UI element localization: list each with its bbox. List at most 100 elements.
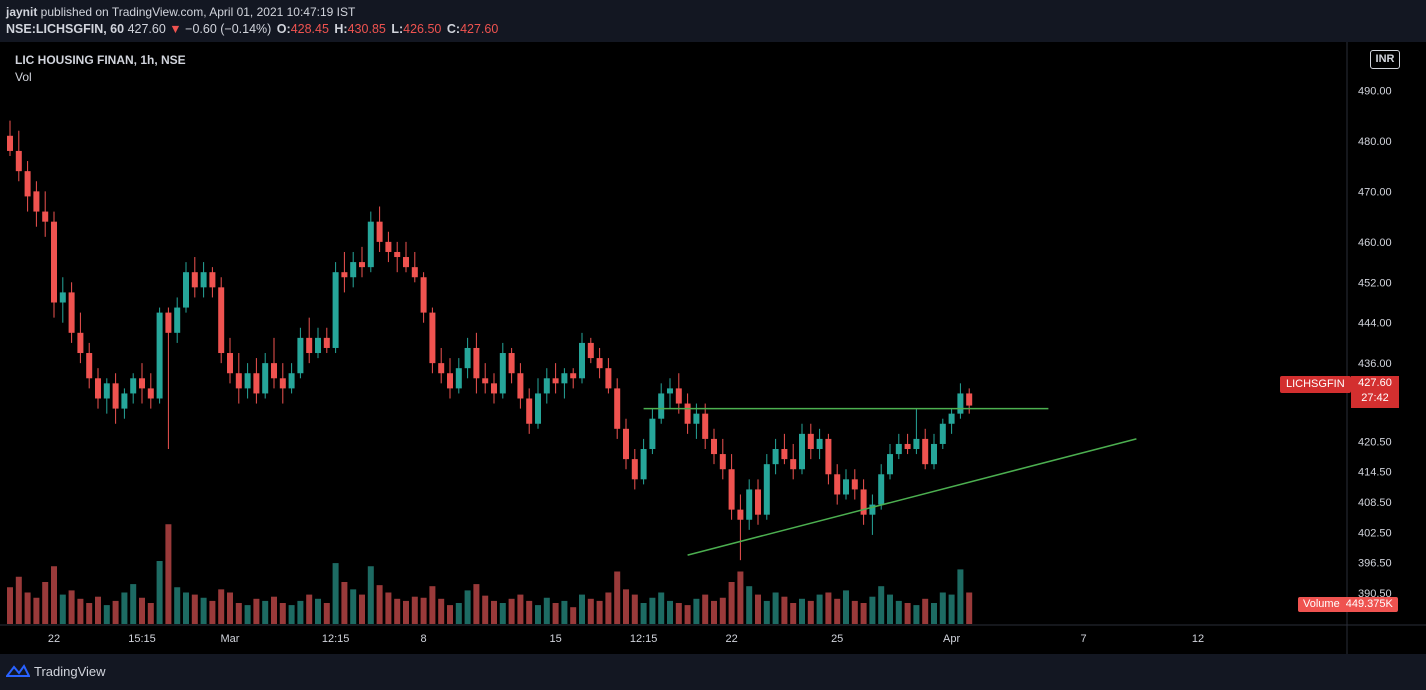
candle-body <box>851 479 858 490</box>
volume-bar <box>755 594 761 624</box>
open-label: O: <box>276 22 291 36</box>
trendline[interactable] <box>687 438 1137 556</box>
price-chart[interactable]: 390.50396.50402.50408.50414.50420.50436.… <box>0 42 1426 654</box>
time-tick-label: 15:15 <box>128 633 156 645</box>
candle-body <box>174 307 181 333</box>
volume-bar <box>746 586 753 624</box>
volume-bar <box>895 600 902 624</box>
candle-body <box>957 393 964 414</box>
time-tick-label: 22 <box>725 633 737 645</box>
volume-bar <box>350 589 357 624</box>
volume-bar <box>931 603 937 624</box>
volume-bar <box>323 603 330 624</box>
volume-bar <box>288 605 295 624</box>
candle-body <box>33 191 40 212</box>
price-tick-label: 402.50 <box>1358 527 1392 539</box>
legend-title: LIC HOUSING FINAN, 1h, NSE <box>15 53 186 67</box>
candle-body <box>825 438 832 475</box>
volume-bar <box>332 563 339 624</box>
volume-bar <box>482 595 489 624</box>
volume-bar <box>649 597 656 624</box>
volume-bar <box>552 603 559 624</box>
candle-body <box>297 337 304 374</box>
candle-body <box>693 413 700 424</box>
volume-bar <box>156 561 163 624</box>
candle-body <box>543 378 550 394</box>
volume-bar <box>15 576 22 624</box>
low-label: L: <box>391 22 404 36</box>
volume-bar <box>455 603 462 624</box>
volume-bar <box>587 598 594 624</box>
volume-bar <box>174 587 181 624</box>
candle-body <box>464 347 471 369</box>
candle-body <box>579 342 585 379</box>
candle-body <box>262 363 269 394</box>
candle-body <box>667 388 673 394</box>
candle-body <box>948 413 955 424</box>
author-name[interactable]: jaynit <box>6 5 38 19</box>
candle-body <box>755 489 761 515</box>
candle-body <box>359 262 365 268</box>
volume-bar <box>543 597 550 624</box>
volume-bar <box>843 590 849 624</box>
volume-bar <box>658 592 665 624</box>
price-tick-label: 436.00 <box>1358 358 1392 370</box>
volume-bar <box>473 584 480 624</box>
volume-bar <box>112 600 119 624</box>
candle-body <box>271 363 277 379</box>
chart-area[interactable]: 390.50 396.50 402.50 408.50 414.50 420.50 436.… <box>0 42 1426 654</box>
volume-bar <box>464 590 471 624</box>
time-tick-label: 15 <box>549 633 561 645</box>
volume-bar <box>772 592 779 624</box>
volume-bar <box>306 594 313 624</box>
volume-tag: Volume 449.375K <box>1298 597 1398 612</box>
candle-body <box>429 312 436 364</box>
volume-bar <box>7 587 13 624</box>
volume-bar <box>103 605 110 624</box>
candle-body <box>473 347 480 379</box>
symbol-interval: NSE:LICHSGFIN, 60 <box>6 22 125 36</box>
price-tick-label: 490.00 <box>1358 85 1392 97</box>
candle-body <box>59 292 66 303</box>
candle-body <box>86 353 93 379</box>
candle-body <box>95 378 101 399</box>
candle-body <box>640 449 647 480</box>
volume-bar <box>367 566 374 624</box>
candle-body <box>517 373 524 399</box>
candle-body <box>183 272 189 308</box>
tradingview-logo[interactable]: TradingView <box>6 663 106 679</box>
time-tick-label: Mar <box>221 633 240 645</box>
candle-body <box>561 373 568 384</box>
candle-body <box>614 388 621 429</box>
volume-bar <box>834 598 841 624</box>
candle-body <box>869 504 876 515</box>
candle-body <box>966 393 973 406</box>
candle-body <box>702 413 709 439</box>
volume-bar <box>675 603 682 624</box>
volume-bar <box>165 524 172 624</box>
volume-bar <box>887 594 893 624</box>
candle-body <box>77 332 84 354</box>
volume-bar <box>411 596 418 624</box>
currency-badge[interactable]: INR <box>1370 50 1400 69</box>
candle-body <box>323 337 330 348</box>
candle-body <box>130 378 137 394</box>
tradingview-brand: TradingView <box>34 663 106 679</box>
volume-bar <box>939 592 946 624</box>
candle-body <box>772 449 779 465</box>
candle-body <box>24 171 31 197</box>
candle-body <box>332 272 339 348</box>
close-value: 427.60 <box>460 22 499 36</box>
price-tick-label: 444.00 <box>1358 318 1392 330</box>
time-tick-label: Apr <box>943 633 960 645</box>
candle-body <box>711 438 717 455</box>
candle-body <box>596 358 603 369</box>
candle-body <box>499 353 506 394</box>
candle-body <box>763 464 770 515</box>
volume-bar <box>623 589 629 624</box>
volume-bar <box>279 603 286 624</box>
candle-body <box>218 287 225 354</box>
high-value: 430.85 <box>347 22 386 36</box>
volume-bar <box>438 598 445 624</box>
volume-bar <box>922 598 929 624</box>
